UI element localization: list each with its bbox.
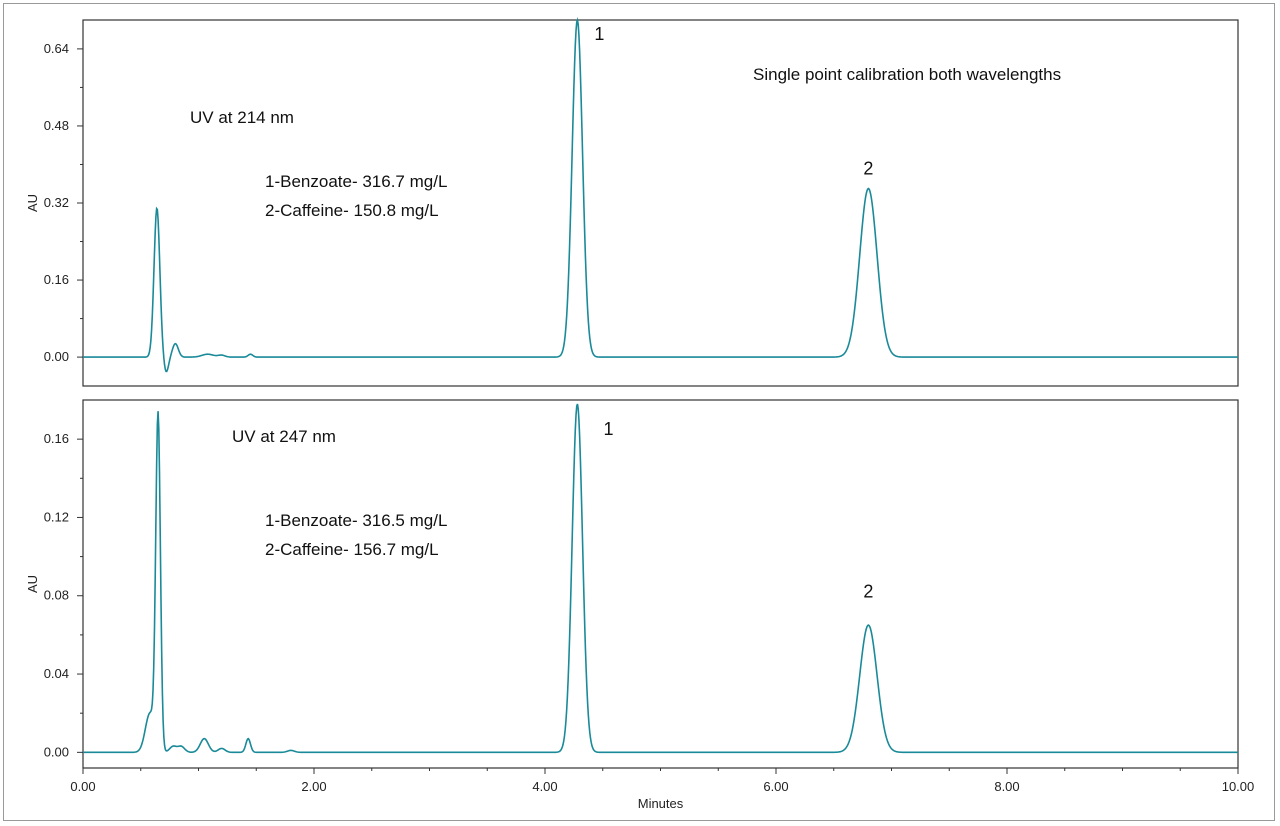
peak-label: 1 (604, 419, 614, 439)
y-tick-label: 0.16 (44, 431, 69, 446)
plot-area-border (82, 19, 1239, 387)
y-tick-label: 0.00 (44, 349, 69, 364)
x-tick-label: 4.00 (532, 779, 557, 794)
x-tick-label: 2.00 (301, 779, 326, 794)
x-tick-label: 10.00 (1222, 779, 1255, 794)
y-tick-label: 0.16 (44, 272, 69, 287)
x-tick-label: 8.00 (994, 779, 1019, 794)
panel-247nm: 0.00 0.04 0.08 0.12 0.16 AU UV at 247 nm 1-Benz… (25, 399, 1239, 769)
panel-214nm: 0.00 0.16 0.32 0.48 0.64 AU UV at 214 nm 1-Benz… (25, 17, 1239, 387)
annotation-text: Single point calibration both wavelength… (753, 65, 1061, 84)
annotation-text: 2-Caffeine- 150.8 mg/L (265, 201, 439, 220)
peak-label: 2 (863, 159, 873, 179)
peak-label: 2 (863, 581, 873, 601)
annotation-text: UV at 214 nm (190, 108, 294, 127)
x-tick-label: 6.00 (763, 779, 788, 794)
chromatogram-trace (83, 17, 1238, 373)
chromatogram-trace (83, 403, 1238, 754)
x-axis-label: Minutes (638, 796, 684, 811)
y-tick-label: 0.12 (44, 509, 69, 524)
y-tick-label: 0.48 (44, 118, 69, 133)
y-axis-label: AU (25, 194, 40, 212)
plot-area-border (82, 399, 1239, 769)
y-tick-label: 0.00 (44, 744, 69, 759)
y-tick-label: 0.32 (44, 195, 69, 210)
x-axis: 0.00 2.00 4.00 6.00 8.00 10.00 (70, 768, 1254, 794)
annotation-text: 2-Caffeine- 156.7 mg/L (265, 540, 439, 559)
chart-frame (3, 3, 1275, 821)
annotation-text: 1-Benzoate- 316.7 mg/L (265, 172, 447, 191)
y-tick-label: 0.04 (44, 666, 69, 681)
y-axis-label: AU (25, 575, 40, 593)
annotation-text: UV at 247 nm (232, 427, 336, 446)
annotation-text: 1-Benzoate- 316.5 mg/L (265, 511, 447, 530)
peak-label: 1 (594, 24, 604, 44)
x-tick-label: 0.00 (70, 779, 95, 794)
y-tick-label: 0.64 (44, 41, 69, 56)
y-tick-label: 0.08 (44, 588, 69, 603)
